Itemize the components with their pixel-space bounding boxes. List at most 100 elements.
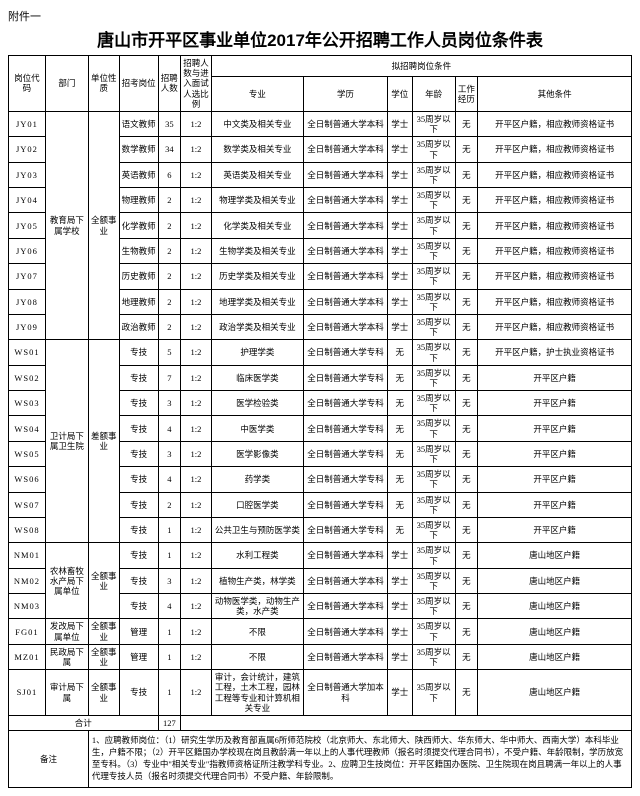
cell-edu: 全日制普通大学专科: [304, 340, 388, 365]
cell-exp: 无: [455, 594, 478, 619]
cell-edu: 全日制普通大学专科: [304, 416, 388, 441]
cell-deg: 学士: [388, 543, 413, 568]
cell-num: 6: [158, 162, 181, 187]
cell-ratio: 1:2: [181, 467, 212, 492]
cell-post: 专技: [119, 416, 158, 441]
cell-code: WS05: [9, 441, 46, 466]
cell-major: 地理学类及相关专业: [211, 289, 303, 314]
cell-age: 35周岁以下: [412, 517, 455, 542]
cell-edu: 全日制普通大学专科: [304, 467, 388, 492]
cell-other: 唐山地区户籍: [478, 594, 632, 619]
cell-post: 专技: [119, 568, 158, 593]
cell-other: 唐山地区户籍: [478, 543, 632, 568]
cell-exp: 无: [455, 492, 478, 517]
cell-ratio: 1:2: [181, 644, 212, 669]
cell-major: 生物学类及相关专业: [211, 238, 303, 263]
cell-post: 专技: [119, 543, 158, 568]
cell-code: JY02: [9, 137, 46, 162]
cell-code: JY08: [9, 289, 46, 314]
cell-age: 35周岁以下: [412, 111, 455, 136]
col-header: 专业: [211, 76, 303, 111]
page-title: 唐山市开平区事业单位2017年公开招聘工作人员岗位条件表: [8, 26, 632, 51]
cell-post: 生物教师: [119, 238, 158, 263]
cell-other: 开平区户籍，相应教师资格证书: [478, 111, 632, 136]
cell-deg: 学士: [388, 670, 413, 716]
cell-other: 开平区户籍，护士执业资格证书: [478, 340, 632, 365]
cell-deg: 无: [388, 467, 413, 492]
cell-age: 35周岁以下: [412, 492, 455, 517]
table-row: SJ01审计局下属全额事业专技11:2审计，会计统计，建筑工程，土木工程，园林工…: [9, 670, 632, 716]
col-header: 招聘人数与进入面试人选比例: [181, 56, 212, 112]
cell-post: 管理: [119, 644, 158, 669]
cell-post: 历史教师: [119, 264, 158, 289]
cell-other: 开平区户籍，相应教师资格证书: [478, 314, 632, 339]
cell-post: 语文教师: [119, 111, 158, 136]
cell-exp: 无: [455, 365, 478, 390]
cell-num: 5: [158, 340, 181, 365]
cell-other: 开平区户籍: [478, 365, 632, 390]
cell-age: 35周岁以下: [412, 568, 455, 593]
cell-edu: 全日制普通大学加本科: [304, 670, 388, 716]
cell-ratio: 1:2: [181, 340, 212, 365]
cell-exp: 无: [455, 416, 478, 441]
cell-code: FG01: [9, 619, 46, 644]
cell-ratio: 1:2: [181, 543, 212, 568]
cell-code: NM03: [9, 594, 46, 619]
cell-code: WS02: [9, 365, 46, 390]
cell-edu: 全日制普通大学本科: [304, 213, 388, 238]
cell-other: 唐山地区户籍: [478, 670, 632, 716]
cell-edu: 全日制普通大学本科: [304, 543, 388, 568]
cell-code: WS08: [9, 517, 46, 542]
cell-age: 35周岁以下: [412, 543, 455, 568]
cell-num: 2: [158, 213, 181, 238]
cell-nature: 差额事业: [88, 340, 119, 543]
cell-age: 35周岁以下: [412, 213, 455, 238]
cell-edu: 全日制普通大学专科: [304, 492, 388, 517]
cell-age: 35周岁以下: [412, 416, 455, 441]
cell-edu: 全日制普通大学本科: [304, 162, 388, 187]
cell-num: 2: [158, 289, 181, 314]
cell-ratio: 1:2: [181, 391, 212, 416]
cell-code: WS06: [9, 467, 46, 492]
cell-num: 2: [158, 314, 181, 339]
table-row: MZ01民政局下属全额事业管理11:2不限全日制普通大学本科学士35周岁以下无唐…: [9, 644, 632, 669]
cell-post: 物理教师: [119, 188, 158, 213]
cell-major: 英语类及相关专业: [211, 162, 303, 187]
cell-code: JY07: [9, 264, 46, 289]
cell-dept: 发改局下属单位: [45, 619, 88, 644]
cell-nature: 全额事业: [88, 111, 119, 339]
table-row: FG01发改局下属单位全额事业管理11:2不限全日制普通大学本科学士35周岁以下…: [9, 619, 632, 644]
cell-exp: 无: [455, 264, 478, 289]
cell-other: 开平区户籍，相应教师资格证书: [478, 137, 632, 162]
cell-exp: 无: [455, 441, 478, 466]
cell-post: 专技: [119, 340, 158, 365]
cell-age: 35周岁以下: [412, 289, 455, 314]
cell-ratio: 1:2: [181, 416, 212, 441]
col-header: 部门: [45, 56, 88, 112]
cell-age: 35周岁以下: [412, 619, 455, 644]
table-row: JY01教育局下属学校全额事业语文教师351:2中文类及相关专业全日制普通大学本…: [9, 111, 632, 136]
cell-exp: 无: [455, 111, 478, 136]
cell-other: 开平区户籍，相应教师资格证书: [478, 238, 632, 263]
cell-post: 英语教师: [119, 162, 158, 187]
cell-num: 1: [158, 543, 181, 568]
cell-ratio: 1:2: [181, 365, 212, 390]
cell-age: 35周岁以下: [412, 264, 455, 289]
cell-deg: 学士: [388, 238, 413, 263]
cell-age: 35周岁以下: [412, 137, 455, 162]
cell-major: 临床医学类: [211, 365, 303, 390]
cell-ratio: 1:2: [181, 188, 212, 213]
total-blank: [181, 715, 632, 730]
cell-age: 35周岁以下: [412, 238, 455, 263]
cell-age: 35周岁以下: [412, 644, 455, 669]
cell-ratio: 1:2: [181, 289, 212, 314]
cell-deg: 学士: [388, 137, 413, 162]
cell-exp: 无: [455, 289, 478, 314]
col-header: 其他条件: [478, 76, 632, 111]
cell-deg: 无: [388, 416, 413, 441]
cell-post: 专技: [119, 594, 158, 619]
cell-num: 1: [158, 644, 181, 669]
cell-ratio: 1:2: [181, 111, 212, 136]
cell-ratio: 1:2: [181, 594, 212, 619]
cell-age: 35周岁以下: [412, 670, 455, 716]
